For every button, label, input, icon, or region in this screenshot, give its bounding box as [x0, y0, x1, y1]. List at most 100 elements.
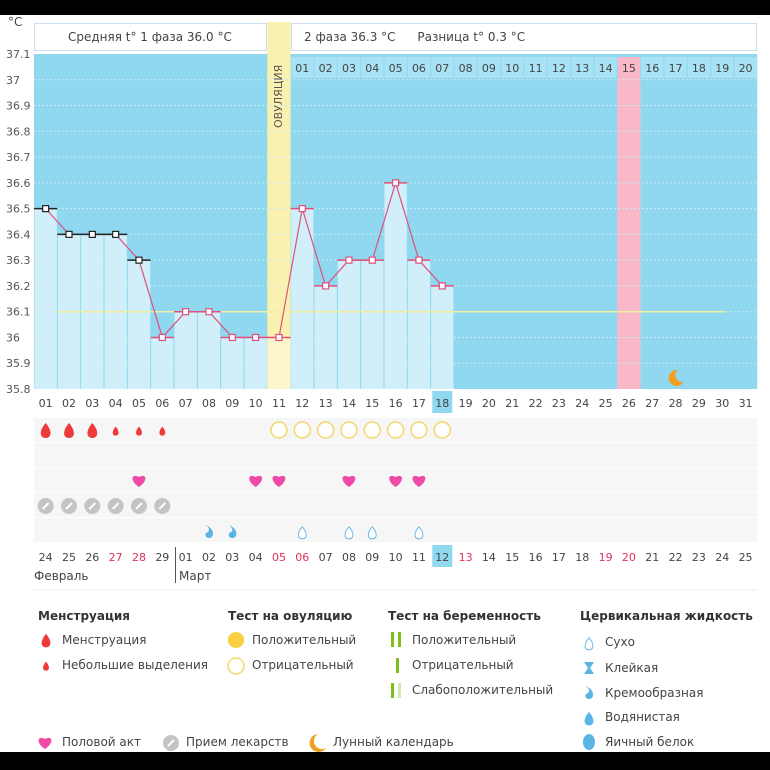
cervical-creamy-icon — [228, 525, 237, 538]
temperature-bar — [221, 337, 244, 389]
spotting-drop-icon — [112, 426, 119, 436]
intercourse-heart-icon — [412, 475, 426, 487]
legend-cervical-creamy: Кремообразная — [605, 686, 704, 700]
temperature-point — [88, 230, 96, 238]
legend-pregnancy-weak: Слабоположительный — [412, 683, 554, 697]
legend-menstruation-title: Менструация — [38, 609, 130, 623]
calendar-date: 07 — [319, 551, 333, 564]
post-ovulation-day-label: 16 — [645, 62, 659, 75]
temperature-point — [415, 256, 423, 264]
calendar-date: 27 — [109, 551, 123, 564]
post-ovulation-day-cell — [641, 57, 664, 78]
medication-pill-icon-stripe — [65, 502, 73, 510]
legend-pregnancy-weak-icon — [391, 683, 394, 698]
legend-pregnancy-positive: Положительный — [412, 633, 517, 647]
day-row-bg — [34, 389, 758, 411]
legend-ovulation-positive-icon — [228, 632, 244, 648]
temperature-point — [112, 230, 120, 238]
legend-moon-icon — [309, 734, 326, 752]
medication-pill-icon-stripe — [88, 502, 97, 510]
calendar-date: 08 — [342, 551, 356, 564]
cycle-day-label: 27 — [645, 397, 659, 410]
temperature-bar — [244, 337, 267, 389]
legend-spotting: Небольшие выделения — [62, 658, 209, 672]
post-ovulation-day-label: 15 — [622, 62, 636, 75]
temperature-point — [298, 205, 306, 213]
post-ovulation-day-cell — [477, 57, 501, 78]
menstruation-drop-icon — [40, 423, 51, 438]
post-ovulation-day-label: 13 — [575, 62, 589, 75]
cycle-day-label: 05 — [132, 397, 146, 410]
temperature-bar — [384, 182, 407, 389]
bottom-border — [0, 752, 770, 770]
temperature-point — [42, 205, 50, 213]
cycle-day-label: 13 — [319, 397, 333, 410]
temperature-point — [368, 256, 376, 264]
calendar-date: 14 — [482, 551, 496, 564]
legend-cervical-dry: Сухо — [605, 635, 635, 649]
calendar-date: 26 — [85, 551, 99, 564]
today-highlight — [432, 545, 453, 567]
calendar-date: 22 — [669, 551, 683, 564]
post-ovulation-day-label: 20 — [739, 62, 753, 75]
calendar-date: 29 — [155, 551, 169, 564]
y-tick-label: 36.4 — [6, 228, 31, 241]
post-ovulation-day-label: 08 — [459, 62, 473, 75]
post-ovulation-day-cell — [594, 57, 617, 78]
post-ovulation-day-cell — [617, 57, 641, 78]
calendar-date: 12 — [435, 551, 449, 564]
post-ovulation-day-cell — [454, 57, 477, 78]
cervical-dry-icon — [414, 526, 424, 540]
post-ovulation-day-cell — [571, 57, 594, 78]
temperature-point — [438, 282, 446, 290]
temperature-bar — [431, 285, 454, 389]
ovulation-negative-icon — [270, 421, 288, 439]
post-ovulation-day-label: 12 — [552, 62, 566, 75]
temperature-bar — [291, 208, 314, 389]
y-tick-label: 37.1 — [6, 48, 31, 61]
temperature-point — [182, 308, 190, 316]
cycle-day-label: 22 — [529, 397, 543, 410]
cycle-day-label: 18 — [435, 397, 449, 410]
post-ovulation-day-cell — [361, 57, 384, 78]
cycle-day-label: 29 — [692, 397, 706, 410]
legend-medication: Прием лекарств — [186, 735, 289, 749]
legend-pregnancy-title: Тест на беременность — [388, 609, 541, 623]
temperature-point — [322, 282, 330, 290]
cycle-day-label: 23 — [552, 397, 566, 410]
calendar-date: 13 — [459, 551, 473, 564]
legend-ovulation-title: Тест на овуляцию — [228, 609, 353, 623]
calendar-date: 16 — [529, 551, 543, 564]
cycle-day-label: 12 — [295, 397, 309, 410]
cycle-day-label: 25 — [599, 397, 613, 410]
temperature-point — [345, 256, 353, 264]
cycle-day-label: 20 — [482, 397, 496, 410]
menstruation-drop-icon — [87, 423, 98, 438]
temperature-bar — [174, 311, 197, 389]
calendar-date: 20 — [622, 551, 636, 564]
y-tick-label: 36.9 — [6, 100, 31, 113]
cycle-day-label: 15 — [365, 397, 379, 410]
intercourse-heart-icon — [132, 475, 146, 487]
calendar-date: 03 — [225, 551, 239, 564]
post-ovulation-day-label: 10 — [505, 62, 519, 75]
calendar-date: 10 — [389, 551, 403, 564]
ovulation-negative-icon — [363, 421, 382, 439]
unit-label: °C — [8, 15, 23, 29]
calendar-date: 15 — [505, 551, 519, 564]
y-tick-label: 36.7 — [6, 151, 31, 164]
y-tick-label: 36.5 — [6, 203, 31, 216]
medication-pill-icon-stripe — [41, 502, 50, 510]
legend-pregnancy-positive-icon-2 — [398, 632, 401, 647]
calendar-date: 18 — [575, 551, 589, 564]
post-ovulation-day-label: 11 — [529, 62, 543, 75]
spotting-drop-icon — [136, 426, 142, 436]
legend-intercourse-icon — [38, 737, 52, 749]
marker-row — [34, 443, 758, 467]
cycle-day-label: 04 — [109, 397, 123, 410]
legend-cervical-creamy-icon — [585, 686, 594, 699]
temperature-point — [252, 333, 260, 342]
calendar-date: 04 — [249, 551, 263, 564]
legend-medication-icon-stripe — [167, 739, 175, 747]
